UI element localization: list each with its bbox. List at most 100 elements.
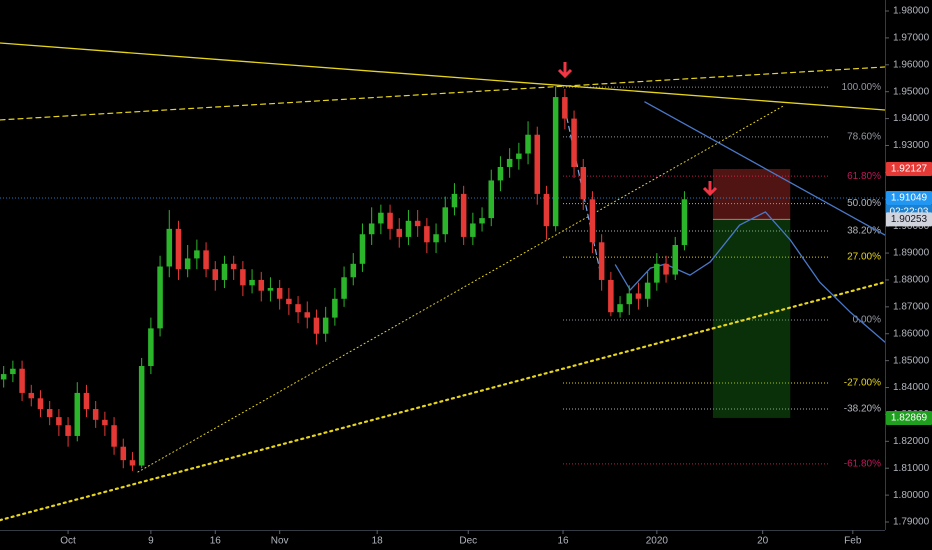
candle-body: [19, 368, 25, 393]
candle-body: [598, 242, 605, 280]
arrow-icon: [702, 181, 718, 197]
y-tick-label: 1.89000: [893, 248, 930, 259]
candle-body: [37, 398, 44, 410]
y-tick-label: 1.81000: [893, 463, 930, 474]
last-price-label: 1.91049: [891, 193, 928, 204]
candle-body: [157, 266, 163, 329]
candle-body: [221, 263, 228, 280]
candle-body: [525, 134, 531, 154]
x-tick-label: 18: [372, 536, 384, 547]
candle-body: [194, 250, 200, 259]
candle-body: [0, 374, 7, 380]
candle-body: [10, 368, 16, 375]
candle-body: [332, 298, 338, 318]
y-tick-label: 1.94000: [893, 113, 930, 124]
trend-line: [644, 101, 886, 236]
candle-body: [65, 425, 71, 436]
stop-zone: [712, 168, 791, 220]
candle-body: [479, 218, 485, 224]
candle-body: [387, 212, 393, 229]
candle-body: [286, 298, 292, 305]
fib-level-label: 100.00%: [842, 82, 882, 93]
candle-body: [571, 118, 577, 167]
candle-body: [230, 263, 237, 270]
x-tick-label: 9: [148, 536, 154, 547]
candle-body: [378, 212, 384, 224]
candle-body: [672, 244, 679, 275]
y-tick-label: 1.84000: [893, 382, 930, 393]
candle-body: [442, 207, 449, 235]
fib-level-label: -27.00%: [844, 378, 881, 389]
candle-body: [663, 263, 669, 275]
candle-body: [497, 166, 504, 181]
candle-body: [92, 409, 99, 420]
candle-body: [470, 223, 476, 237]
candle-body: [405, 220, 412, 237]
candle-body: [654, 263, 660, 283]
fib-level-label: 27.00%: [847, 252, 881, 263]
y-tick-label: 1.80000: [893, 490, 930, 501]
y-tick-label: 1.79000: [893, 517, 930, 528]
y-tick-label: 1.96000: [893, 59, 930, 70]
candle-body: [203, 250, 209, 270]
candle-body: [74, 392, 81, 436]
x-tick-label: 16: [557, 536, 569, 547]
candle-body: [175, 228, 182, 270]
arrow-icon: [557, 62, 573, 79]
candle-body: [562, 97, 568, 119]
candle-body: [350, 263, 357, 278]
candle-body: [83, 392, 90, 410]
y-tick-label: 1.98000: [893, 6, 930, 17]
candle-body: [28, 392, 35, 399]
countdown-label: 02:22:03: [890, 207, 929, 218]
fib-level-label: 50.00%: [847, 198, 881, 209]
x-tick-label: Nov: [271, 536, 289, 547]
candle-body: [46, 409, 53, 418]
candle-body: [184, 258, 191, 270]
candle-body: [129, 460, 136, 466]
trend-line: [0, 281, 887, 522]
candle-body: [626, 293, 633, 305]
x-tick-label: Oct: [60, 536, 76, 547]
candle-body: [433, 234, 439, 243]
entry-price-label: 1.90253: [891, 214, 928, 225]
trend-line: [137, 104, 786, 473]
candle-body: [148, 328, 154, 367]
candle-body: [359, 234, 366, 264]
candle-body: [635, 293, 642, 299]
target-price-label: 1.82869: [891, 413, 928, 424]
trend-line: [0, 42, 886, 111]
signal-arrow: [557, 62, 718, 197]
candle-body: [304, 312, 311, 318]
candle-body: [249, 279, 255, 286]
trend-line: [614, 211, 886, 343]
candle-body: [138, 366, 145, 466]
y-tick-label: 1.93000: [893, 140, 930, 151]
fib-level-label: 78.60%: [847, 132, 881, 143]
fib-level-label: 61.80%: [847, 171, 881, 182]
candle-body: [681, 199, 688, 245]
candle-body: [102, 419, 108, 426]
candle-body: [322, 317, 329, 334]
last-price-tag: [886, 190, 932, 205]
candle-body: [460, 193, 467, 237]
candle-body: [240, 269, 246, 286]
x-tick-label: 16: [210, 536, 222, 547]
y-tick-label: 1.97000: [893, 33, 930, 44]
candle-body: [295, 304, 301, 313]
fib-level-label: 0.00%: [853, 315, 881, 326]
candle-body: [516, 153, 522, 159]
x-tick-label: 2020: [646, 536, 669, 547]
candle-body: [488, 180, 495, 219]
y-tick-label: 1.82000: [893, 436, 930, 447]
x-tick-label: Dec: [459, 536, 477, 547]
candle-body: [120, 446, 127, 461]
candle-body: [212, 269, 219, 280]
x-tick-label: 20: [757, 536, 769, 547]
candle-body: [543, 193, 550, 227]
fib-level-label: -38.20%: [844, 404, 881, 415]
target-price-tag: [886, 410, 932, 425]
